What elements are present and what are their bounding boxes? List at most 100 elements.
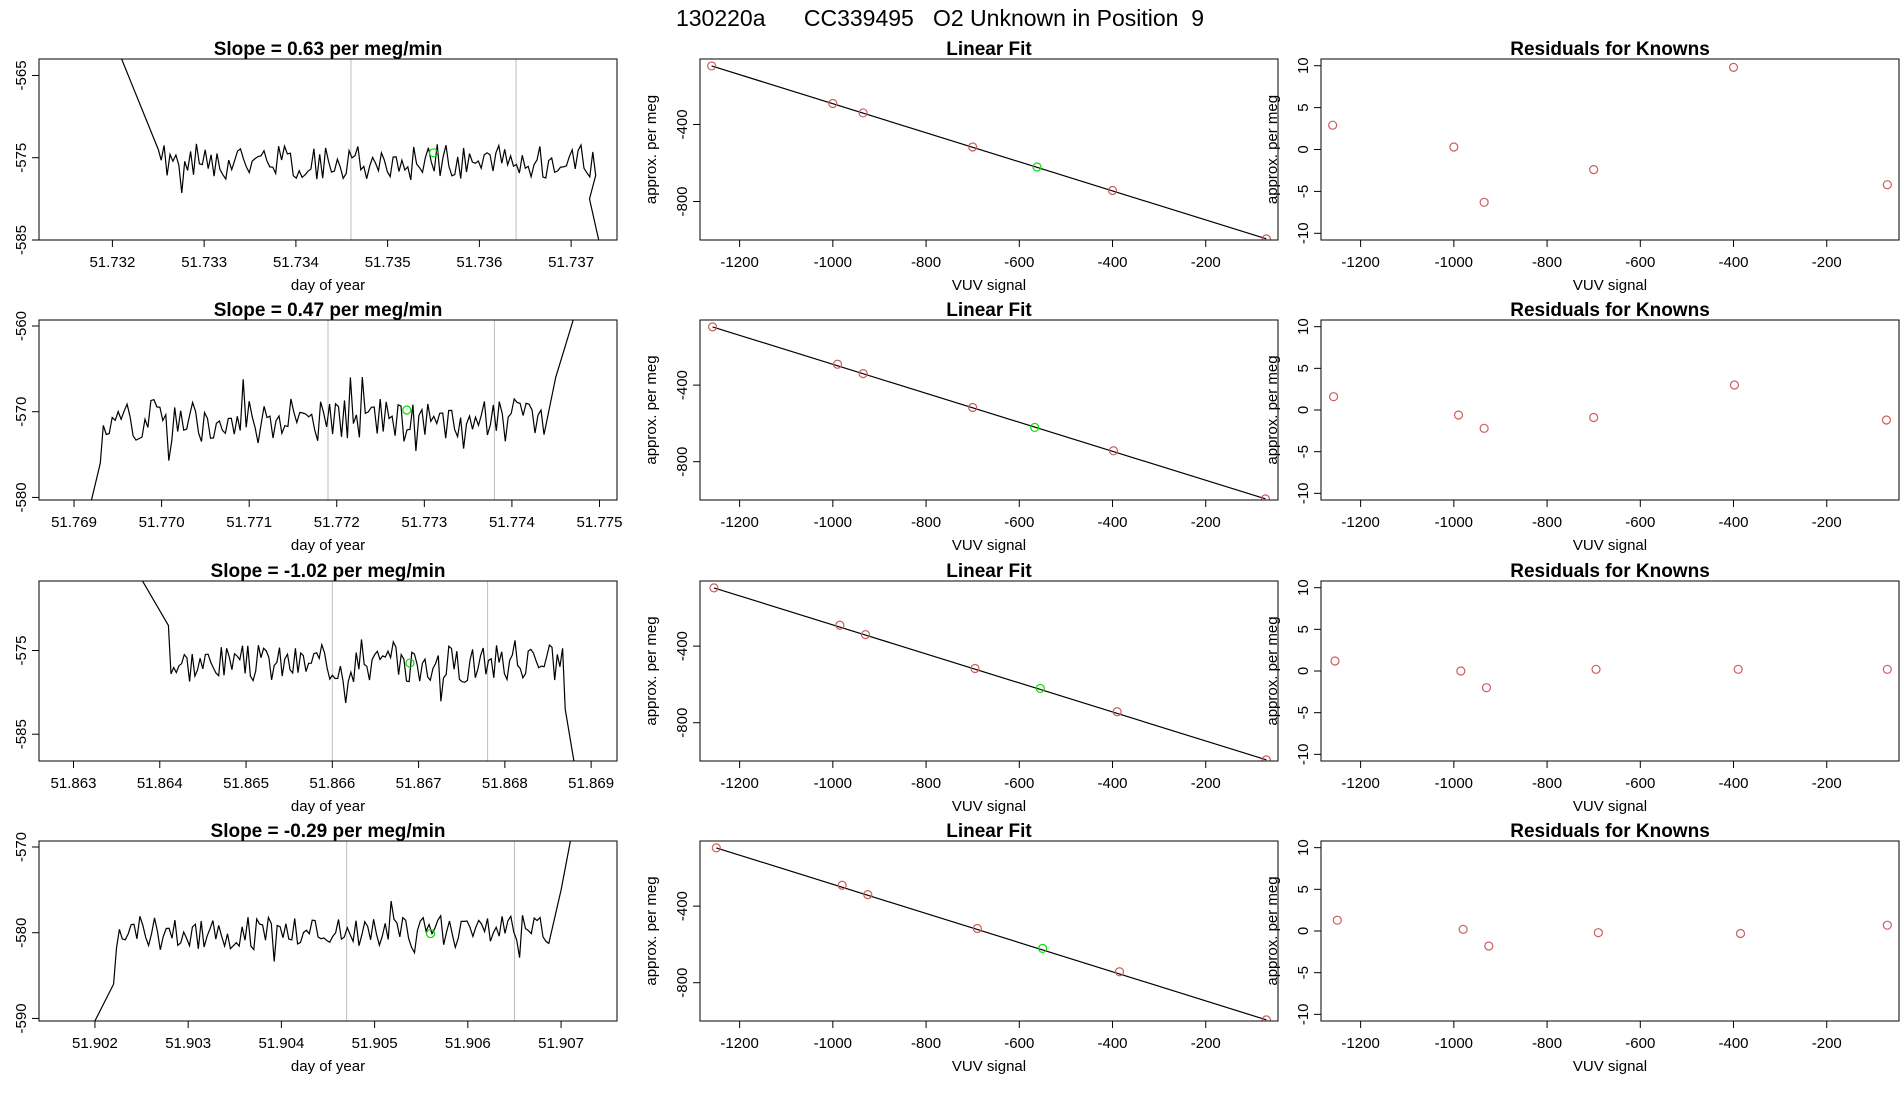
x-tick-label: 51.775 — [577, 514, 623, 531]
panel-title: Slope = -1.02 per meg/min — [211, 561, 446, 582]
x-tick-label: -800 — [1532, 514, 1562, 531]
x-tick-label: 51.864 — [137, 775, 183, 792]
y-axis-label: approx. per meg — [1264, 876, 1281, 985]
x-tick-label: 51.737 — [548, 254, 594, 271]
x-tick-label: -200 — [1191, 775, 1221, 792]
plot-area — [90, 320, 574, 500]
panel-title: Linear Fit — [946, 561, 1032, 582]
known-point — [1261, 1015, 1271, 1021]
known-point — [968, 402, 978, 413]
known-point — [968, 142, 978, 152]
y-tick-label: -800 — [674, 968, 691, 998]
residual-point — [1453, 410, 1464, 420]
known-point — [837, 880, 847, 890]
y-tick-label: -800 — [674, 447, 691, 477]
plot-area — [1332, 915, 1892, 951]
y-axis-label: approx. per meg — [643, 95, 660, 204]
known-point — [1261, 234, 1271, 240]
x-axis-label: VUV signal — [1573, 798, 1647, 815]
known-point — [1108, 446, 1119, 456]
y-tick-label: -800 — [674, 186, 691, 216]
y-tick-label: -5 — [1295, 966, 1312, 979]
x-tick-label: -1000 — [814, 1035, 852, 1052]
known-point — [1107, 185, 1118, 196]
x-tick-label: 51.733 — [181, 254, 227, 271]
x-tick-label: 51.774 — [489, 514, 535, 531]
y-tick-label: -570 — [13, 832, 30, 862]
residual-point — [1479, 197, 1489, 207]
chart-linear_fit-row-1: Linear Fit VUV signal approx. per meg -1200… — [643, 39, 1279, 294]
x-tick-label: -1000 — [1435, 1035, 1473, 1052]
known-point — [860, 630, 871, 640]
y-tick-label: -400 — [674, 891, 691, 921]
residual-point — [1882, 664, 1892, 674]
x-tick-label: -200 — [1191, 254, 1221, 271]
plot-frame — [699, 58, 1279, 241]
x-axis-label: day of year — [291, 277, 365, 294]
y-tick-label: -580 — [13, 918, 30, 948]
x-axis-label: VUV signal — [952, 798, 1026, 815]
series-trace-line — [141, 581, 575, 761]
plot-frame — [38, 840, 618, 1022]
plot-area — [707, 61, 1271, 240]
residual-point — [1330, 656, 1340, 666]
x-tick-label: 51.868 — [482, 775, 528, 792]
residual-point — [1458, 924, 1468, 934]
x-tick-label: -400 — [1719, 775, 1749, 792]
x-tick-label: -800 — [1532, 775, 1562, 792]
x-tick-label: -400 — [1719, 1035, 1749, 1052]
plot-frame — [699, 580, 1279, 762]
x-tick-label: -200 — [1812, 514, 1842, 531]
y-tick-label: -10 — [1295, 1003, 1312, 1025]
x-tick-label: 51.773 — [401, 514, 447, 531]
x-tick-label: -600 — [1625, 775, 1655, 792]
x-tick-label: -1200 — [720, 514, 758, 531]
x-tick-label: -400 — [1098, 1035, 1128, 1052]
x-tick-label: 51.906 — [445, 1035, 491, 1052]
y-tick-label: -800 — [674, 708, 691, 738]
x-tick-label: 51.734 — [273, 254, 319, 271]
known-point — [858, 369, 868, 379]
y-tick-label: -10 — [1295, 222, 1312, 244]
y-axis-label: approx. per meg — [1264, 95, 1281, 204]
unknown-point — [1030, 422, 1040, 433]
plot-area — [1330, 656, 1892, 693]
residual-point — [1733, 664, 1743, 674]
x-tick-label: -1200 — [720, 254, 758, 271]
x-tick-label: 51.867 — [396, 775, 442, 792]
y-axis-label: approx. per meg — [1264, 616, 1281, 725]
residual-point — [1332, 915, 1342, 925]
chart-residuals-row-2: Residuals for Knowns VUV signal approx. pe… — [1264, 300, 1900, 554]
known-point — [707, 61, 717, 71]
y-tick-label: 0 — [1295, 406, 1312, 414]
x-tick-label: 51.736 — [456, 254, 502, 271]
known-point — [832, 359, 843, 369]
y-tick-label: -400 — [674, 631, 691, 661]
unknown-point — [428, 148, 439, 158]
x-tick-label: -800 — [911, 514, 941, 531]
y-tick-label: -400 — [674, 109, 691, 139]
unknown-point — [1035, 683, 1045, 694]
unknown-point — [405, 658, 415, 668]
panel-title: Residuals for Knowns — [1510, 39, 1710, 60]
y-tick-label: -570 — [13, 397, 30, 427]
x-tick-label: -1000 — [814, 514, 852, 531]
x-tick-label: -1200 — [1341, 514, 1379, 531]
known-point — [711, 843, 721, 853]
y-tick-label: 5 — [1295, 364, 1312, 372]
x-axis-label: VUV signal — [1573, 277, 1647, 294]
y-tick-label: -565 — [13, 60, 30, 90]
x-tick-label: -400 — [1098, 514, 1128, 531]
y-axis-label: approx. per meg — [643, 876, 660, 985]
panel-title: Slope = 0.47 per meg/min — [214, 300, 443, 321]
residual-point — [1328, 392, 1339, 402]
panel-title: Linear Fit — [946, 300, 1032, 321]
x-tick-label: 51.735 — [365, 254, 411, 271]
x-tick-label: -1000 — [1435, 514, 1473, 531]
x-tick-label: -800 — [911, 254, 941, 271]
x-tick-label: 51.904 — [258, 1035, 304, 1052]
x-axis-label: VUV signal — [1573, 537, 1647, 554]
x-tick-label: -200 — [1191, 1035, 1221, 1052]
panel-title: Residuals for Knowns — [1510, 561, 1710, 582]
